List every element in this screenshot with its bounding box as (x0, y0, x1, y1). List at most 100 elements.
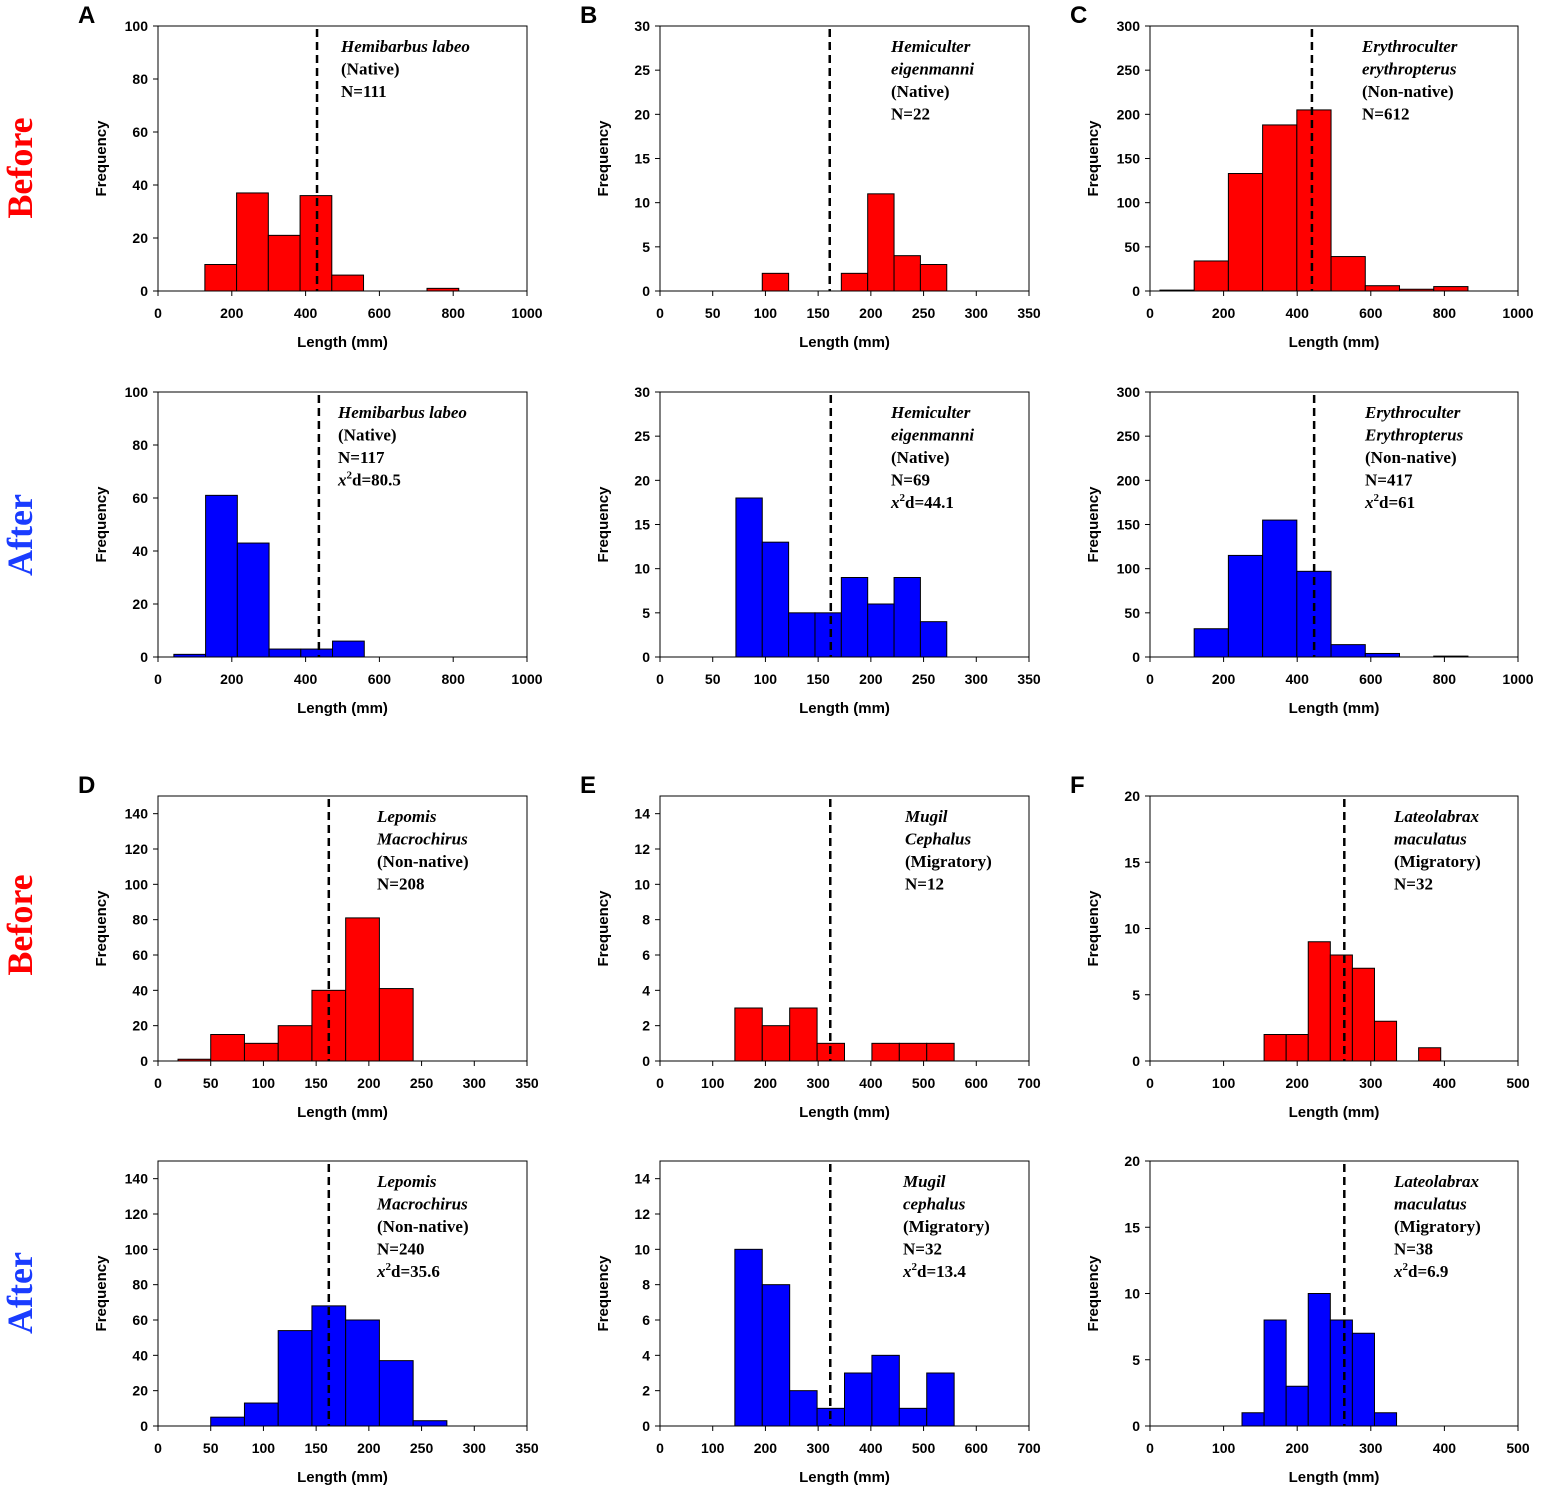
x-tick-label: 300 (965, 305, 989, 321)
y-tick-label: 10 (1124, 1286, 1140, 1302)
histogram-bar (236, 542, 270, 658)
histogram-bar (1263, 1034, 1287, 1062)
species-group: (Non-native) (377, 1217, 469, 1236)
panel-10: 0 2 4 6 8 10 12 14 0 100 200 300 400 500 600 700 Frequen… (595, 1160, 1041, 1486)
y-tick-label: 0 (1132, 649, 1140, 665)
histogram-bar (893, 577, 921, 658)
x-tick-label: 200 (357, 1075, 381, 1091)
y-tick-label: 300 (1117, 18, 1141, 34)
y-tick-label: 2 (642, 1018, 650, 1034)
y-tick-label: 50 (1124, 239, 1140, 255)
histogram-bar (871, 1042, 900, 1062)
y-tick-label: 300 (1117, 384, 1141, 400)
x-tick-label: 300 (806, 1440, 830, 1456)
histogram-bar (867, 603, 895, 658)
histogram-bar (1330, 256, 1366, 292)
y-axis-label: Frequency (93, 486, 110, 563)
sample-size: N=32 (903, 1240, 942, 1259)
histogram-bar (243, 1042, 279, 1062)
row-label-after: After (0, 494, 40, 576)
histogram-bar (1262, 519, 1298, 658)
species-name: Lateolabrax (1393, 807, 1479, 826)
species-group: (Migratory) (903, 1217, 990, 1236)
histogram-bar (734, 1007, 763, 1062)
histogram-bar (893, 255, 921, 292)
x-tick-label: 350 (515, 1075, 539, 1091)
y-tick-label: 6 (642, 947, 650, 963)
panel-7: 0 2 4 6 8 10 12 14 0 100 200 300 400 500 600 700 Frequen… (580, 772, 1041, 1121)
x-tick-label: 100 (252, 1075, 276, 1091)
row-label-before: Before (0, 874, 40, 975)
species-group: (Non-native) (1365, 448, 1457, 467)
histogram-bar (1227, 554, 1264, 658)
histogram-bar (898, 1407, 928, 1427)
x-axis-label: Length (mm) (1289, 1104, 1380, 1121)
x-tick-label: 200 (1286, 1075, 1310, 1091)
y-axis-label: Frequency (595, 890, 612, 967)
chi-value: d=80.5 (352, 471, 401, 490)
y-tick-label: 20 (132, 1383, 148, 1399)
species-group: (Native) (891, 448, 950, 467)
y-axis-label: Frequency (595, 486, 612, 563)
x-tick-label: 100 (1212, 1440, 1236, 1456)
x-tick-label: 300 (463, 1440, 487, 1456)
species-name: Hemibarbus labeo (340, 37, 470, 56)
row-label-before: Before (0, 117, 40, 218)
x-tick-label: 400 (1433, 1075, 1457, 1091)
x-tick-label: 0 (656, 1440, 664, 1456)
chi-value: d=61 (1379, 493, 1415, 512)
y-tick-label: 12 (634, 1206, 650, 1222)
y-tick-label: 100 (125, 384, 149, 400)
y-tick-label: 60 (132, 490, 148, 506)
histogram-bar (1193, 260, 1229, 292)
species-group: (Native) (341, 60, 400, 79)
panel-letter: D (78, 772, 95, 799)
y-tick-label: 14 (634, 806, 650, 822)
x-tick-label: 50 (705, 671, 721, 687)
histogram-bar (867, 193, 895, 292)
row-label-after: After (0, 1252, 40, 1334)
histogram-bar (1307, 941, 1331, 1062)
y-axis-label: Frequency (1085, 120, 1102, 197)
panel-letter: C (1070, 2, 1087, 29)
chi-superscript: 2 (900, 492, 906, 504)
y-tick-label: 8 (642, 1277, 650, 1293)
x-axis-label: Length (mm) (799, 1469, 890, 1486)
y-tick-label: 0 (642, 649, 650, 665)
x-tick-label: 0 (1146, 671, 1154, 687)
y-tick-label: 15 (634, 517, 650, 533)
y-tick-label: 4 (642, 982, 650, 998)
species-group: (Migratory) (905, 852, 992, 871)
y-axis-label: Frequency (1085, 1255, 1102, 1332)
y-tick-label: 5 (1132, 987, 1140, 1003)
histogram-bar (1307, 1293, 1331, 1427)
histogram-bar (378, 988, 414, 1062)
y-tick-label: 100 (125, 1241, 149, 1257)
histogram-bar (1351, 967, 1375, 1062)
plot-frame (157, 1160, 528, 1427)
y-tick-label: 40 (132, 543, 148, 559)
histogram-bar (1263, 1319, 1287, 1427)
x-tick-label: 100 (701, 1440, 725, 1456)
y-tick-label: 5 (1132, 1352, 1140, 1368)
histogram-bar (378, 1360, 414, 1427)
plot-frame (157, 795, 528, 1062)
species-name: Hemibarbus labeo (337, 403, 467, 422)
x-tick-label: 300 (463, 1075, 487, 1091)
x-tick-label: 600 (368, 305, 392, 321)
x-tick-label: 0 (1146, 1075, 1154, 1091)
x-tick-label: 100 (1212, 1075, 1236, 1091)
y-tick-label: 2 (642, 1383, 650, 1399)
x-tick-label: 600 (1359, 671, 1383, 687)
y-tick-label: 40 (132, 1347, 148, 1363)
x-tick-label: 0 (656, 671, 664, 687)
histogram-bar (205, 494, 238, 658)
y-tick-label: 20 (634, 106, 650, 122)
sample-size: N=12 (905, 875, 944, 894)
x-tick-label: 100 (754, 671, 778, 687)
y-tick-label: 150 (1117, 151, 1141, 167)
